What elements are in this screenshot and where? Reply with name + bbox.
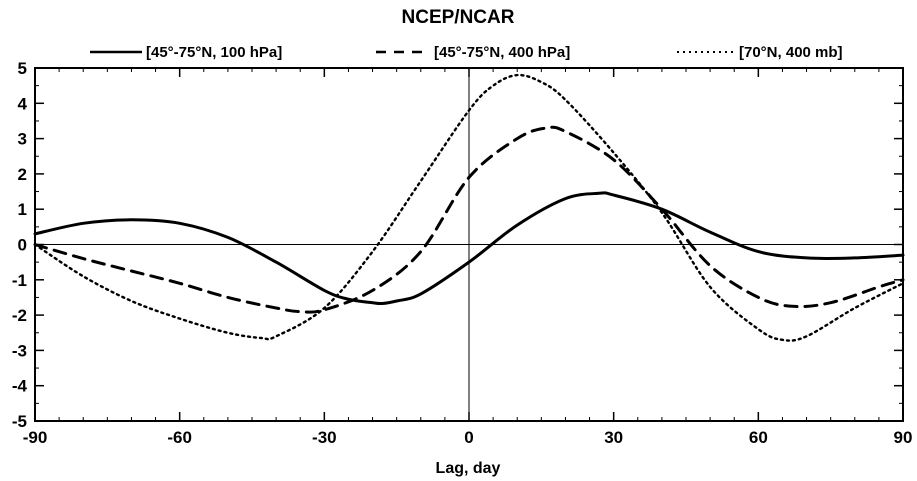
plot-area: -90 -60 -30 0 30 60 90 5 4 3 2 1 0 -1 -2 -3 -4 -5 bbox=[12, 59, 913, 447]
legend: [45°-75°N, 100 hPa] [45°-75°N, 400 hPa] … bbox=[90, 44, 843, 61]
y-tick-label: -2 bbox=[12, 306, 27, 325]
y-tick-label: 0 bbox=[18, 236, 27, 255]
legend-label-2: [45°-75°N, 400 hPa] bbox=[434, 44, 570, 61]
series-line-1 bbox=[33, 191, 905, 306]
legend-label-3: [70°N, 400 mb] bbox=[739, 44, 843, 61]
x-tick-label: 30 bbox=[604, 428, 623, 447]
legend-label-1: [45°-75°N, 100 hPa] bbox=[146, 44, 282, 61]
series-line-3 bbox=[33, 73, 905, 342]
y-tick-label: 3 bbox=[18, 130, 27, 149]
y-tick-label: 5 bbox=[18, 59, 27, 78]
plot-frame bbox=[34, 67, 904, 422]
x-tick-label: -30 bbox=[312, 428, 337, 447]
x-tick-label: -60 bbox=[167, 428, 192, 447]
legend-item-1: [45°-75°N, 100 hPa] bbox=[90, 44, 282, 61]
x-tick-label: -90 bbox=[23, 428, 48, 447]
y-tick-label: 4 bbox=[18, 94, 28, 113]
x-tick-label: 60 bbox=[749, 428, 768, 447]
x-axis-label: Lag, day bbox=[436, 460, 501, 477]
x-tick-label: 90 bbox=[894, 428, 913, 447]
legend-item-3: [70°N, 400 mb] bbox=[677, 44, 843, 61]
y-tick-label: -3 bbox=[12, 341, 27, 360]
chart-title: NCEP/NCAR bbox=[402, 7, 515, 28]
x-tick-label: 0 bbox=[464, 428, 473, 447]
y-tick-label: -4 bbox=[12, 377, 28, 396]
y-tick-label: 2 bbox=[18, 165, 27, 184]
legend-item-2: [45°-75°N, 400 hPa] bbox=[376, 44, 570, 61]
y-tick-label: 1 bbox=[18, 200, 27, 219]
series-line-2 bbox=[33, 125, 905, 314]
y-tick-label: -5 bbox=[12, 412, 27, 431]
y-tick-label: -1 bbox=[12, 271, 27, 290]
